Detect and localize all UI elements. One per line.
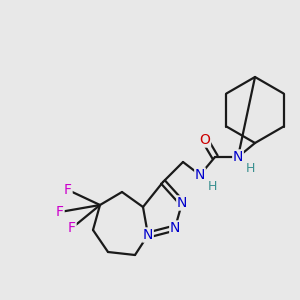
- Text: N: N: [195, 168, 205, 182]
- Text: O: O: [200, 133, 210, 147]
- Text: F: F: [68, 221, 76, 235]
- Text: H: H: [245, 161, 255, 175]
- Text: N: N: [233, 150, 243, 164]
- Text: H: H: [207, 179, 217, 193]
- Text: N: N: [170, 221, 180, 235]
- Text: N: N: [177, 196, 187, 210]
- Text: N: N: [143, 228, 153, 242]
- Text: F: F: [64, 183, 72, 197]
- Text: F: F: [56, 205, 64, 219]
